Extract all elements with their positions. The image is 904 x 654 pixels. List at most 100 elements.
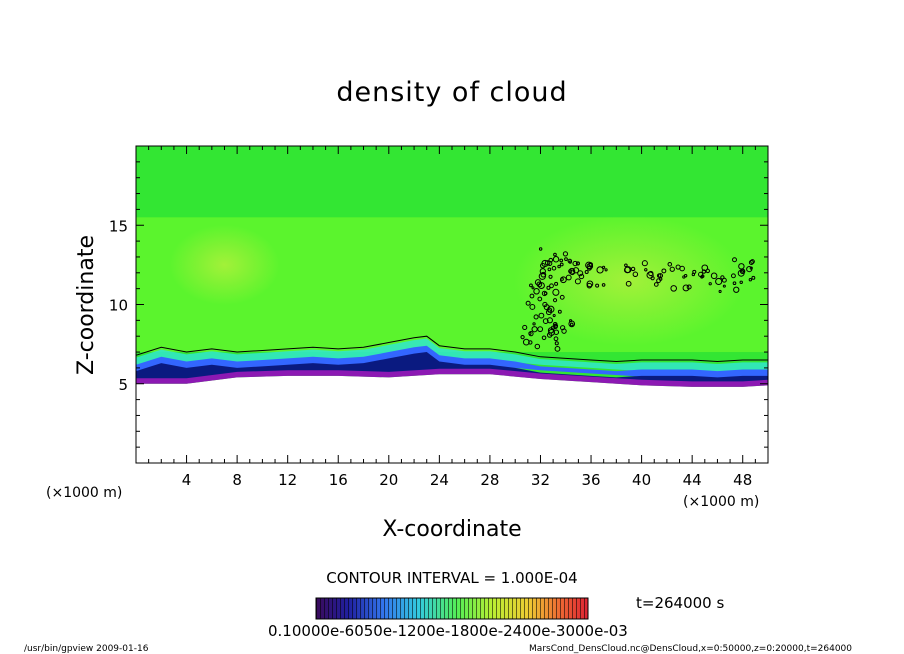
contour-blob (557, 309, 562, 314)
glow-right (513, 215, 744, 346)
contour-blob (632, 271, 639, 278)
column-contour (538, 247, 543, 251)
cyan-layer (136, 338, 768, 373)
contour-blob (546, 317, 553, 324)
contour-cluster (569, 260, 608, 289)
contour-blob (569, 319, 573, 323)
x-tick-label: 36 (581, 471, 600, 489)
contour-blob (692, 269, 697, 274)
navy-layer (136, 352, 768, 383)
contour-blob (748, 278, 753, 282)
x-unit-label: (×1000 m) (683, 494, 759, 510)
contour-blob (533, 314, 539, 320)
contour-blob (708, 282, 712, 286)
column-contour (553, 252, 557, 257)
contour-blob (520, 335, 525, 340)
contour-blob (529, 293, 535, 299)
contour-blob (749, 266, 753, 270)
contour-blob (559, 258, 564, 263)
contour-blob (537, 326, 544, 333)
x-tick-label: 32 (531, 471, 550, 489)
contour-blob (562, 251, 569, 257)
contour-lines (136, 247, 768, 363)
contour-blob (568, 260, 572, 264)
contour-cluster (721, 257, 756, 285)
contour-blob (545, 309, 552, 316)
y-unit-label: (×1000 m) (46, 485, 122, 501)
x-tick-label: 16 (329, 471, 348, 489)
contour-blob (547, 267, 552, 272)
column-contour (546, 285, 551, 290)
colorbar (315, 597, 589, 620)
column-contour (542, 318, 549, 325)
contour-blob (553, 336, 559, 342)
contour-blob (552, 256, 560, 263)
blue-layer (136, 345, 768, 379)
contour-blob (529, 303, 536, 310)
contour-blob (650, 276, 655, 281)
contour-blob (648, 270, 654, 277)
contour-blob (578, 273, 585, 280)
purple-layer (136, 368, 768, 387)
contour-blob (670, 285, 677, 292)
contour-blob (715, 277, 723, 286)
contour-blob (549, 283, 554, 289)
x-tick-label: 8 (232, 471, 242, 489)
contour-blob (525, 300, 531, 306)
contour-blob (575, 261, 580, 266)
contour-blob (669, 266, 675, 272)
contour-blob (546, 332, 553, 338)
contour-blob (700, 274, 705, 278)
contour-blob (682, 284, 690, 292)
contour-blob (569, 269, 576, 276)
contour-blob (557, 264, 561, 269)
x-tick-label: 12 (278, 471, 297, 489)
density-field (136, 146, 768, 463)
contour-blob (701, 264, 709, 272)
contour-blob (531, 286, 535, 290)
contour-blob (601, 283, 606, 287)
contour-blob (538, 272, 546, 280)
contour-blob (559, 276, 567, 284)
contour-blob (722, 284, 726, 288)
column-contour (539, 268, 546, 275)
contour-blob (596, 266, 604, 274)
contour-blob (732, 257, 737, 263)
column-contour (541, 335, 547, 341)
contour-cluster (658, 262, 697, 292)
contour-blob (534, 343, 541, 350)
contour-blob (705, 268, 710, 274)
column-contour (554, 341, 559, 346)
contour-blob (661, 268, 667, 274)
column-contour (548, 257, 554, 263)
contour-blob (574, 278, 581, 285)
footer-right: MarsCond_DensCloud.nc@DensCloud,x=0:5000… (529, 644, 852, 654)
column-contour (540, 262, 546, 269)
column-contour (554, 345, 561, 352)
contour-blob (750, 259, 755, 264)
column-contour (542, 301, 548, 308)
x-tick-label: 44 (683, 471, 702, 489)
contour-blob (554, 281, 559, 286)
column-contour (553, 324, 558, 330)
contour-blob (739, 268, 746, 275)
x-tick-label: 20 (379, 471, 398, 489)
contour-blob (522, 338, 530, 346)
contour-blob (624, 266, 632, 274)
contour-blob (739, 280, 743, 285)
contour-cluster (623, 260, 662, 287)
contour-blob (701, 269, 707, 274)
contour-blob (569, 322, 574, 327)
contour-blob (641, 260, 648, 267)
contour-blob (528, 340, 533, 345)
footer-left: /usr/bin/gpview 2009-01-16 (24, 644, 149, 654)
contour-blob (552, 313, 556, 318)
contour-blob (646, 271, 654, 279)
contour-blob (577, 270, 584, 277)
contour-blob (551, 265, 557, 271)
contour-blob (572, 260, 578, 267)
column-contour (546, 307, 553, 313)
colorbar-labels: 0.10000e-6050e-1200e-1800e-2400e-3000e-0… (268, 622, 628, 640)
contour-blob (751, 275, 756, 280)
